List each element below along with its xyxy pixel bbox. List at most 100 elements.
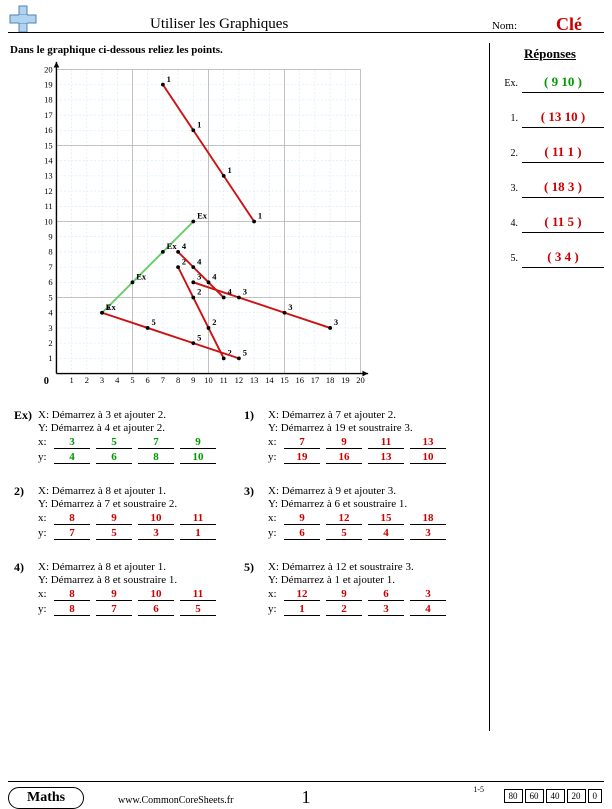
- svg-text:10: 10: [204, 375, 213, 385]
- svg-text:Ex: Ex: [136, 271, 147, 281]
- x-value: 9: [96, 512, 132, 525]
- svg-text:0: 0: [44, 376, 49, 387]
- score-cell: 60: [525, 789, 544, 803]
- problem-number: 5): [244, 560, 268, 575]
- svg-text:Ex: Ex: [167, 241, 178, 251]
- svg-text:4: 4: [227, 287, 232, 297]
- answer-value: ( 11 1 ): [522, 144, 604, 163]
- answer-label: 2.: [496, 148, 522, 159]
- y-value: 10: [180, 451, 216, 464]
- x-value: 9: [180, 436, 216, 449]
- answer-row: 5.( 3 4 ): [496, 249, 604, 268]
- problem-cell: 5)X: Démarrez à 12 et soustraire 3.Y: Dé…: [244, 560, 474, 616]
- svg-text:3: 3: [243, 287, 247, 297]
- svg-text:4: 4: [48, 308, 53, 318]
- svg-text:17: 17: [311, 375, 320, 385]
- problem-cell: 1)X: Démarrez à 7 et ajouter 2.Y: Démarr…: [244, 408, 474, 464]
- svg-text:5: 5: [130, 375, 134, 385]
- y-value: 5: [326, 527, 362, 540]
- svg-text:7: 7: [161, 375, 165, 385]
- answer-label: 1.: [496, 113, 522, 124]
- x-rule: X: Démarrez à 8 et ajouter 1.: [38, 561, 238, 573]
- y-value: 2: [326, 603, 362, 616]
- answer-value: ( 13 10 ): [522, 109, 604, 128]
- x-value: 15: [368, 512, 404, 525]
- svg-text:Ex: Ex: [197, 211, 208, 221]
- y-value: 3: [368, 603, 404, 616]
- score-cell: 40: [546, 789, 565, 803]
- y-rule: Y: Démarrez à 7 et soustraire 2.: [38, 498, 238, 510]
- y-rule: Y: Démarrez à 1 et ajouter 1.: [268, 574, 468, 586]
- svg-text:6: 6: [146, 375, 150, 385]
- svg-text:5: 5: [151, 317, 155, 327]
- x-value: 10: [138, 512, 174, 525]
- answer-row: 3.( 18 3 ): [496, 179, 604, 198]
- svg-text:3: 3: [288, 302, 292, 312]
- answers-title: Réponses: [496, 46, 604, 62]
- instruction-text: Dans le graphique ci-dessous reliez les …: [10, 44, 223, 56]
- x-rule: X: Démarrez à 7 et ajouter 2.: [268, 409, 468, 421]
- svg-text:1: 1: [227, 165, 231, 175]
- plus-icon: [8, 4, 38, 34]
- svg-text:5: 5: [48, 292, 52, 302]
- x-value: 9: [96, 588, 132, 601]
- x-value: 12: [284, 588, 320, 601]
- y-value: 6: [138, 603, 174, 616]
- answer-value: ( 9 10 ): [522, 74, 604, 93]
- x-rule: X: Démarrez à 3 et ajouter 2.: [38, 409, 238, 421]
- score-cell: 80: [504, 789, 523, 803]
- x-value: 8: [54, 512, 90, 525]
- y-value: 3: [138, 527, 174, 540]
- svg-text:17: 17: [44, 110, 52, 120]
- x-value: 3: [410, 588, 446, 601]
- problem-cell: 3)X: Démarrez à 9 et ajouter 3.Y: Démarr…: [244, 484, 474, 540]
- score-table: 806040200: [502, 787, 605, 805]
- svg-text:18: 18: [326, 375, 335, 385]
- svg-text:14: 14: [44, 156, 53, 166]
- problem-number: 2): [14, 484, 38, 499]
- svg-text:9: 9: [191, 375, 195, 385]
- y-rule: Y: Démarrez à 19 et soustraire 3.: [268, 422, 468, 434]
- svg-text:9: 9: [48, 232, 52, 242]
- y-rule: Y: Démarrez à 8 et soustraire 1.: [38, 574, 238, 586]
- subject-badge: Maths: [8, 787, 84, 809]
- y-value: 16: [326, 451, 362, 464]
- x-value: 18: [410, 512, 446, 525]
- svg-text:8: 8: [48, 247, 52, 257]
- svg-text:4: 4: [197, 256, 202, 266]
- x-rule: X: Démarrez à 12 et soustraire 3.: [268, 561, 468, 573]
- y-value: 1: [180, 527, 216, 540]
- x-value: 6: [368, 588, 404, 601]
- y-value: 3: [410, 527, 446, 540]
- score-cell: 0: [588, 789, 603, 803]
- y-value: 13: [368, 451, 404, 464]
- svg-text:15: 15: [280, 375, 289, 385]
- svg-text:1: 1: [197, 119, 201, 129]
- x-value: 9: [284, 512, 320, 525]
- score-cell: 20: [567, 789, 586, 803]
- y-value: 5: [96, 527, 132, 540]
- vertical-divider: [489, 43, 490, 731]
- svg-text:10: 10: [44, 216, 52, 226]
- svg-text:12: 12: [235, 375, 244, 385]
- svg-text:19: 19: [341, 375, 350, 385]
- svg-text:15: 15: [44, 140, 52, 150]
- x-value: 7: [284, 436, 320, 449]
- y-value: 7: [54, 527, 90, 540]
- svg-text:7: 7: [48, 262, 52, 272]
- svg-text:1: 1: [70, 375, 74, 385]
- x-value: 7: [138, 436, 174, 449]
- y-rule: Y: Démarrez à 4 et ajouter 2.: [38, 422, 238, 434]
- x-value: 3: [54, 436, 90, 449]
- svg-text:8: 8: [176, 375, 180, 385]
- answer-row: 4.( 11 5 ): [496, 214, 604, 233]
- answer-row: 1.( 13 10 ): [496, 109, 604, 128]
- answer-row: Ex.( 9 10 ): [496, 74, 604, 93]
- x-value: 8: [54, 588, 90, 601]
- answer-value: ( 11 5 ): [522, 214, 604, 233]
- problem-number: 3): [244, 484, 268, 499]
- svg-text:5: 5: [197, 332, 201, 342]
- svg-text:11: 11: [220, 375, 228, 385]
- x-rule: X: Démarrez à 8 et ajouter 1.: [38, 485, 238, 497]
- svg-text:5: 5: [106, 302, 110, 312]
